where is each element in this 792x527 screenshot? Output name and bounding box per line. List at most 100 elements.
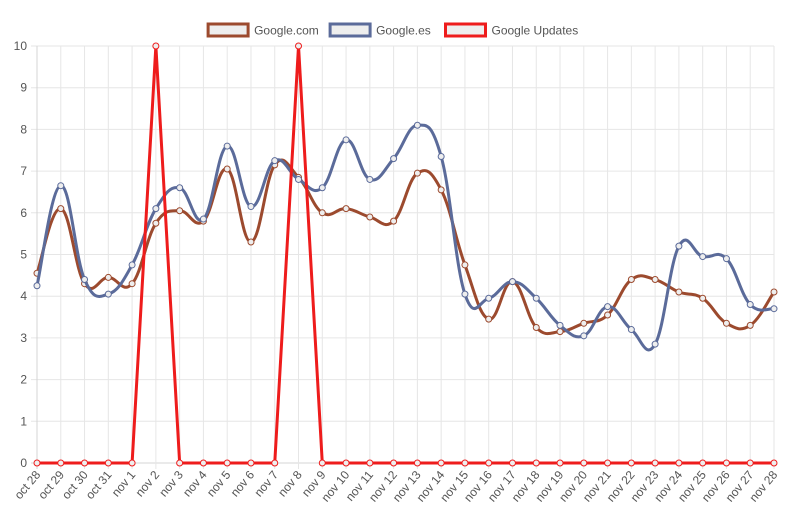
data-point[interactable] bbox=[746, 321, 754, 329]
data-point[interactable] bbox=[104, 290, 112, 298]
data-point[interactable] bbox=[152, 219, 160, 227]
data-point[interactable] bbox=[485, 459, 493, 467]
data-point[interactable] bbox=[390, 459, 398, 467]
data-point[interactable] bbox=[33, 282, 41, 290]
data-point[interactable] bbox=[342, 205, 350, 213]
data-point[interactable] bbox=[318, 209, 326, 217]
data-point[interactable] bbox=[627, 459, 635, 467]
data-point[interactable] bbox=[366, 175, 374, 183]
data-point[interactable] bbox=[604, 459, 612, 467]
data-point[interactable] bbox=[722, 255, 730, 263]
data-point[interactable] bbox=[318, 459, 326, 467]
data-point[interactable] bbox=[580, 319, 588, 327]
data-point[interactable] bbox=[485, 294, 493, 302]
data-point[interactable] bbox=[413, 459, 421, 467]
legend-item-google-com[interactable]: Google.com bbox=[206, 22, 319, 38]
data-point[interactable] bbox=[437, 186, 445, 194]
data-point[interactable] bbox=[81, 276, 89, 284]
data-point[interactable] bbox=[128, 280, 136, 288]
data-point[interactable] bbox=[556, 459, 564, 467]
data-point[interactable] bbox=[247, 203, 255, 211]
legend-label: Google.es bbox=[376, 24, 431, 38]
data-point[interactable] bbox=[295, 42, 303, 50]
data-point[interactable] bbox=[57, 182, 65, 190]
data-point[interactable] bbox=[366, 459, 374, 467]
x-tick-label: nov 1 bbox=[109, 468, 139, 500]
data-point[interactable] bbox=[746, 459, 754, 467]
data-point[interactable] bbox=[223, 165, 231, 173]
data-point[interactable] bbox=[176, 207, 184, 215]
data-point[interactable] bbox=[485, 315, 493, 323]
data-point[interactable] bbox=[770, 459, 778, 467]
data-point[interactable] bbox=[57, 205, 65, 213]
data-point[interactable] bbox=[604, 303, 612, 311]
data-point[interactable] bbox=[247, 238, 255, 246]
data-point[interactable] bbox=[722, 459, 730, 467]
data-point[interactable] bbox=[199, 215, 207, 223]
data-point[interactable] bbox=[651, 459, 659, 467]
data-point[interactable] bbox=[722, 319, 730, 327]
x-tick-label: nov 3 bbox=[156, 468, 186, 500]
data-point[interactable] bbox=[57, 459, 65, 467]
data-point[interactable] bbox=[580, 459, 588, 467]
data-point[interactable] bbox=[81, 459, 89, 467]
data-point[interactable] bbox=[556, 321, 564, 329]
data-point[interactable] bbox=[508, 278, 516, 286]
data-point[interactable] bbox=[770, 288, 778, 296]
data-point[interactable] bbox=[152, 42, 160, 50]
data-point[interactable] bbox=[413, 121, 421, 129]
data-point[interactable] bbox=[627, 326, 635, 334]
data-point[interactable] bbox=[128, 261, 136, 269]
data-point[interactable] bbox=[604, 311, 612, 319]
data-point[interactable] bbox=[223, 142, 231, 150]
data-point[interactable] bbox=[651, 276, 659, 284]
data-point[interactable] bbox=[366, 213, 374, 221]
data-point[interactable] bbox=[675, 288, 683, 296]
data-point[interactable] bbox=[223, 459, 231, 467]
data-point[interactable] bbox=[699, 294, 707, 302]
data-point[interactable] bbox=[176, 184, 184, 192]
data-point[interactable] bbox=[461, 290, 469, 298]
data-point[interactable] bbox=[104, 273, 112, 281]
data-point[interactable] bbox=[699, 253, 707, 261]
data-point[interactable] bbox=[128, 459, 136, 467]
data-point[interactable] bbox=[508, 459, 516, 467]
data-point[interactable] bbox=[295, 175, 303, 183]
y-axis: 0 1 2 3 4 5 6 7 8 9 10 bbox=[14, 39, 28, 470]
data-point[interactable] bbox=[532, 459, 540, 467]
data-point[interactable] bbox=[461, 261, 469, 269]
data-point[interactable] bbox=[199, 459, 207, 467]
data-point[interactable] bbox=[437, 153, 445, 161]
data-point[interactable] bbox=[390, 155, 398, 163]
data-point[interactable] bbox=[176, 459, 184, 467]
data-point[interactable] bbox=[271, 459, 279, 467]
data-point[interactable] bbox=[580, 332, 588, 340]
data-point[interactable] bbox=[675, 242, 683, 250]
legend-item-google-es[interactable]: Google.es bbox=[328, 22, 431, 38]
data-point[interactable] bbox=[437, 459, 445, 467]
data-point[interactable] bbox=[699, 459, 707, 467]
data-point[interactable] bbox=[770, 305, 778, 313]
data-point[interactable] bbox=[33, 459, 41, 467]
data-point[interactable] bbox=[556, 328, 564, 336]
data-point[interactable] bbox=[651, 340, 659, 348]
legend-item-google-updates[interactable]: Google Updates bbox=[444, 22, 579, 38]
data-point[interactable] bbox=[247, 459, 255, 467]
data-point[interactable] bbox=[532, 323, 540, 331]
data-point[interactable] bbox=[152, 205, 160, 213]
data-point[interactable] bbox=[413, 169, 421, 177]
data-point[interactable] bbox=[342, 136, 350, 144]
y-tick-label: 3 bbox=[20, 331, 27, 345]
data-point[interactable] bbox=[390, 217, 398, 225]
data-point[interactable] bbox=[532, 294, 540, 302]
data-point[interactable] bbox=[461, 459, 469, 467]
data-point[interactable] bbox=[342, 459, 350, 467]
series-layer bbox=[33, 42, 778, 467]
data-point[interactable] bbox=[675, 459, 683, 467]
data-point[interactable] bbox=[627, 276, 635, 284]
data-point[interactable] bbox=[271, 157, 279, 165]
data-point[interactable] bbox=[746, 301, 754, 309]
data-point[interactable] bbox=[318, 184, 326, 192]
data-point[interactable] bbox=[104, 459, 112, 467]
